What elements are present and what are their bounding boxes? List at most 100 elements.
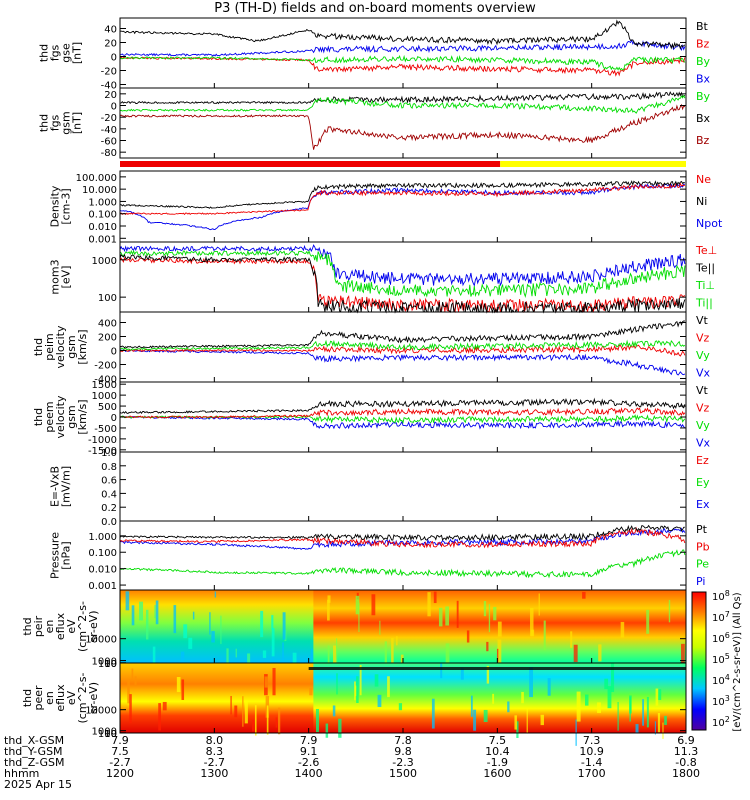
- temp-ytick-label: 1000: [92, 256, 117, 267]
- heatmap-streak: [460, 668, 464, 680]
- fgs-gse-series-green-2: [119, 54, 686, 71]
- peer-ytick-label: 10000: [85, 706, 117, 717]
- peim-legend-3: Vx: [696, 367, 711, 380]
- heatmap-streak: [658, 689, 662, 700]
- heatmap-streak: [271, 615, 274, 630]
- fgs-gse-ytick-label: -20: [101, 67, 117, 78]
- efield-legend-2: Ex: [696, 498, 710, 511]
- heatmap-streak: [570, 631, 573, 648]
- pressure-ytick-label: 0.100: [88, 548, 117, 559]
- heatmap-streak: [427, 592, 431, 617]
- heatmap-streak: [266, 705, 269, 735]
- heatmap-streak: [573, 644, 578, 663]
- peem-series-black-3: [119, 397, 686, 415]
- heatmap-streak: [125, 591, 130, 611]
- heatmap-streak: [260, 610, 264, 638]
- pressure-ylabel: Pressure: [49, 532, 62, 579]
- ephemeris-value: -2.3: [392, 756, 413, 769]
- fgs-gsm-ylabel: [nT]: [71, 112, 84, 134]
- ephemeris-label-1: thd_Y-GSM: [4, 745, 63, 758]
- heatmap-streak: [332, 705, 336, 717]
- fgs-gse-ylabel: fgs: [49, 44, 62, 61]
- peem-ylabel: velocity: [54, 395, 67, 438]
- heatmap-streak: [445, 643, 450, 673]
- heatmap-streak: [235, 648, 237, 658]
- heatmap-streak: [438, 607, 443, 627]
- efield-ytick-label: 0.4: [101, 489, 117, 500]
- heatmap-streak: [611, 663, 615, 692]
- fgs-gse-ytick-label: 40: [104, 25, 117, 36]
- pressure-ytick-label: 0.001: [88, 581, 117, 592]
- peim-legend-1: Vz: [696, 332, 710, 345]
- peer-ylabel: eV: [65, 690, 78, 705]
- peem-ytick-label: -1000: [88, 435, 117, 446]
- peir-ytick-label: 1000: [92, 657, 117, 668]
- heatmap-streak: [576, 691, 581, 722]
- peem-ytick-label: -500: [94, 424, 117, 435]
- heatmap-streak: [252, 719, 255, 732]
- temp-legend-2: Ti⊥: [695, 279, 715, 292]
- fgs-gse-frame: [119, 17, 687, 89]
- ephemeris-label-2: thd_Z-GSM: [4, 756, 64, 769]
- fgs-gsm-ytick-label: -60: [101, 137, 117, 148]
- peem-legend-3: Vx: [696, 437, 711, 450]
- heatmap-streak: [214, 591, 217, 598]
- heatmap-streak: [176, 677, 181, 693]
- heatmap-streak: [271, 628, 275, 657]
- pressure-legend-1: Pb: [696, 540, 710, 553]
- heatmap-streak: [158, 703, 161, 731]
- heatmap-streak: [655, 688, 659, 706]
- peem-ytick-label: 500: [98, 402, 117, 413]
- heatmap-streak: [242, 696, 244, 727]
- ephemeris-value: -1.9: [487, 756, 508, 769]
- heatmap-streak: [338, 718, 342, 738]
- temp-ylabel: [eV]: [60, 266, 73, 289]
- fgs-gsm-series-black-0: [119, 91, 686, 105]
- heatmap-streak: [493, 606, 497, 621]
- fgs-gse-ylabel: gse: [60, 43, 73, 63]
- colorbar-tick-label: 107: [712, 610, 730, 624]
- heatmap-streak: [604, 678, 609, 690]
- heatmap-streak: [173, 605, 177, 634]
- ephemeris-value: 1600: [483, 767, 511, 780]
- peim-ylabel: thd: [32, 338, 45, 356]
- heatmap-streak: [358, 602, 360, 632]
- ephemeris-value: 1300: [200, 767, 228, 780]
- heatmap-streak: [514, 715, 517, 730]
- peem-series-blue-0: [119, 415, 686, 430]
- heatmap-streak: [327, 595, 331, 603]
- density-ylabel: [cm-3]: [60, 188, 73, 224]
- heatmap-streak: [497, 621, 502, 637]
- ephemeris-value: -2.7: [204, 756, 225, 769]
- peim-legend-0: Vt: [696, 314, 709, 327]
- fgs-gsm-legend-1: Bx: [696, 112, 711, 125]
- peim-series-blue-0: [119, 349, 686, 376]
- heatmap-streak: [597, 702, 601, 713]
- peim-series-black-3: [119, 320, 685, 349]
- temp-legend-3: Ti||: [695, 297, 713, 310]
- heatmap-streak: [127, 679, 130, 704]
- efield-ytick-label: 0.6: [101, 476, 117, 487]
- efield-legend-0: Ez: [696, 454, 709, 467]
- heatmap-streak: [131, 668, 134, 681]
- ephemeris-value: 1400: [295, 767, 323, 780]
- heatmap-streak: [234, 705, 238, 718]
- density-legend-0: Ne: [696, 173, 711, 186]
- heatmap-streak: [662, 722, 664, 739]
- fgs-gsm-ytick-label: 20: [104, 90, 117, 101]
- heatmap-streak: [466, 630, 470, 643]
- colorbar-tick-label: 104: [712, 673, 730, 687]
- pressure-series-red-2: [119, 526, 686, 549]
- fgs-gsm-series-darkred-2: [119, 103, 686, 150]
- peer-ylabel: en: [43, 691, 56, 705]
- heatmap-streak: [391, 638, 394, 668]
- heatmap-streak: [635, 724, 639, 733]
- heatmap-streak: [152, 646, 156, 671]
- efield-frame: [119, 451, 687, 522]
- density-frame: [119, 170, 687, 243]
- colorbar-tick-label: 103: [712, 694, 730, 708]
- heatmap-streak: [154, 604, 156, 619]
- heatmap-streak: [162, 701, 167, 711]
- ephemeris-value: 1700: [578, 767, 606, 780]
